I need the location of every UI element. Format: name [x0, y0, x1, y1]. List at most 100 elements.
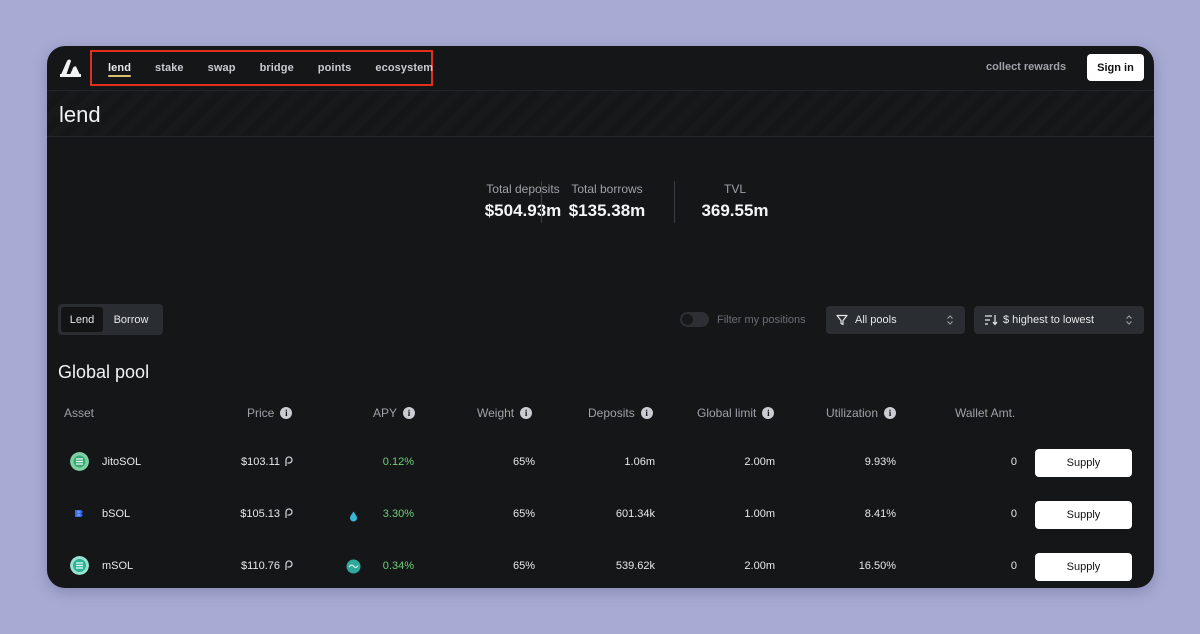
nav-item-points[interactable]: points: [317, 62, 352, 74]
column-header-wallet-amt: Wallet Amt.: [955, 406, 1015, 420]
asset-apy: 0.34%: [382, 560, 414, 572]
asset-price: $105.13: [207, 508, 293, 520]
price-value: $103.11: [241, 456, 280, 468]
wallet-amount: 0: [1010, 456, 1017, 468]
chevron-up-down-icon: [1126, 315, 1132, 325]
info-icon[interactable]: i: [884, 407, 897, 419]
asset-weight: 65%: [512, 456, 535, 468]
header-label: Wallet Amt.: [955, 406, 1016, 420]
supply-button[interactable]: Supply: [1035, 449, 1132, 477]
jitosol-icon: [70, 452, 89, 471]
header-label: Deposits: [588, 406, 635, 420]
asset-apy: 0.12%: [382, 456, 414, 468]
nav-item-bridge[interactable]: bridge: [259, 62, 294, 74]
chevron-up-down-icon: [947, 315, 953, 325]
sort-value: $ highest to lowest: [1003, 314, 1095, 326]
asset-utilization: 9.93%: [864, 456, 896, 468]
column-header-price: Price i: [247, 406, 293, 420]
asset-name: mSOL: [102, 560, 134, 572]
collect-rewards-link[interactable]: collect rewards: [986, 61, 1067, 73]
top-navbar: lend stake swap bridge points ecosystem …: [47, 46, 1154, 90]
lend-borrow-toggle: Lend Borrow: [58, 304, 163, 335]
pyth-oracle-icon: [285, 560, 293, 570]
page-title: lend: [59, 102, 101, 127]
column-header-weight: Weight i: [477, 406, 533, 420]
column-header-global-limit: Global limit i: [697, 406, 775, 420]
asset-global-limit: 2.00m: [744, 456, 775, 468]
main-nav: lend stake swap bridge points ecosystem: [90, 50, 433, 86]
wallet-amount: 0: [1010, 508, 1017, 520]
price-value: $105.13: [240, 508, 280, 520]
marginfi-logo[interactable]: [58, 57, 82, 79]
info-icon[interactable]: i: [762, 407, 775, 419]
pyth-oracle-icon: [285, 508, 293, 518]
stat-total-borrows: Total borrows $135.38m: [553, 182, 661, 221]
marinade-icon: [346, 559, 361, 574]
stat-value: $504.93m: [484, 201, 562, 220]
filter-icon: [836, 314, 848, 326]
header-label: Price: [247, 406, 275, 420]
supply-button[interactable]: Supply: [1035, 553, 1132, 581]
table-row[interactable]: bSOL $105.13 3.30% 65% 601.34k 1.00m 8.4…: [47, 491, 1154, 543]
column-header-apy: APY i: [373, 406, 416, 420]
filter-switch[interactable]: [680, 312, 709, 327]
nav-item-lend[interactable]: lend: [108, 62, 132, 77]
asset-deposits: 1.06m: [624, 456, 655, 468]
wallet-amount: 0: [1010, 560, 1017, 572]
toggle-lend[interactable]: Lend: [61, 307, 103, 332]
section-title: Global pool: [58, 362, 150, 382]
header-label: Asset: [64, 406, 95, 420]
asset-global-limit: 1.00m: [744, 508, 775, 520]
sort-select[interactable]: $ highest to lowest: [974, 306, 1144, 334]
stat-label: TVL: [723, 182, 746, 196]
asset-name: JitoSOL: [102, 456, 142, 468]
asset-name: bSOL: [102, 508, 131, 520]
info-icon[interactable]: i: [640, 407, 653, 419]
asset-weight: 65%: [512, 508, 535, 520]
asset-price: $110.76: [207, 560, 293, 572]
toggle-borrow[interactable]: Borrow: [113, 313, 149, 326]
asset-apy: 3.30%: [382, 508, 414, 520]
asset-deposits: 601.34k: [615, 508, 655, 520]
header-label: Global limit: [697, 406, 757, 420]
asset-utilization: 16.50%: [858, 560, 896, 572]
info-icon[interactable]: i: [520, 407, 533, 419]
app-window: lend stake swap bridge points ecosystem …: [47, 46, 1154, 588]
stat-tvl: TVL 369.55m: [685, 182, 785, 221]
stat-value: $135.38m: [568, 201, 646, 220]
nav-item-swap[interactable]: swap: [207, 62, 236, 74]
droplet-icon: [350, 511, 357, 522]
stat-divider: [541, 181, 542, 223]
asset-price: $103.11: [207, 456, 293, 468]
column-header-utilization: Utilization i: [826, 406, 897, 420]
table-row[interactable]: JitoSOL $103.11 0.12% 65% 1.06m 2.00m 9.…: [47, 439, 1154, 491]
bsol-icon: [70, 504, 89, 523]
price-value: $110.76: [241, 560, 280, 572]
asset-weight: 65%: [512, 560, 535, 572]
info-icon[interactable]: i: [403, 407, 416, 419]
asset-utilization: 8.41%: [864, 508, 896, 520]
msol-icon: [70, 556, 89, 575]
nav-item-stake[interactable]: stake: [155, 62, 184, 74]
asset-global-limit: 2.00m: [744, 560, 775, 572]
supply-button[interactable]: Supply: [1035, 501, 1132, 529]
filter-positions-toggle: Filter my positions: [680, 312, 806, 327]
stats-summary: Total deposits $504.93m Total borrows $1…: [47, 182, 1154, 228]
column-header-deposits: Deposits i: [588, 406, 653, 420]
page-header: lend: [47, 90, 1154, 137]
info-icon[interactable]: i: [280, 407, 293, 419]
asset-deposits: 539.62k: [615, 560, 655, 572]
sign-in-button[interactable]: Sign in: [1087, 54, 1144, 81]
pool-filter-value: All pools: [855, 314, 897, 326]
header-label: Weight: [477, 406, 515, 420]
table-row[interactable]: mSOL $110.76 0.34% 65% 539.62k 2.00m 16.…: [47, 543, 1154, 588]
sort-descending-icon: [985, 315, 998, 326]
stat-value: 369.55m: [701, 201, 769, 220]
pool-filter-select[interactable]: All pools: [826, 306, 965, 334]
nav-item-ecosystem[interactable]: ecosystem: [375, 62, 434, 74]
stat-divider: [674, 181, 675, 223]
column-header-asset: Asset: [64, 406, 94, 420]
filter-label: Filter my positions: [717, 313, 806, 326]
pyth-oracle-icon: [285, 456, 293, 466]
header-label: APY: [373, 406, 398, 420]
